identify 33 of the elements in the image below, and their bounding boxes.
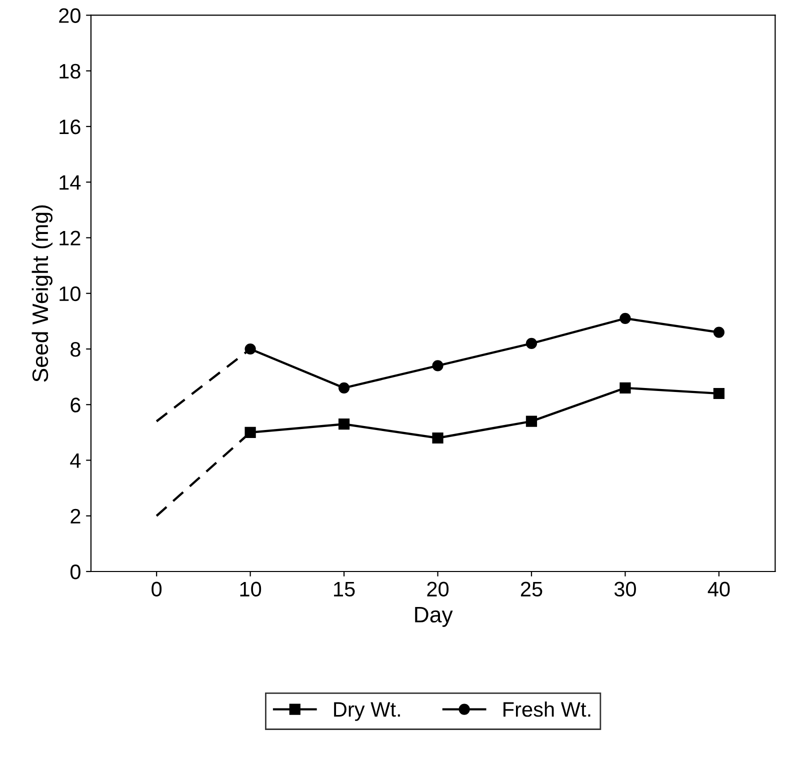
point: [338, 382, 350, 394]
y-tick-label: 18: [60, 64, 80, 79]
point: [244, 426, 256, 438]
x-tick-label: 15: [334, 582, 355, 597]
point: [338, 418, 350, 430]
y-tick-label: 10: [60, 286, 80, 302]
point: [526, 416, 538, 427]
point: [432, 432, 444, 444]
y-tick-label: 4: [70, 453, 81, 468]
legend-label: Fresh Wt.: [504, 702, 590, 717]
point: [620, 382, 631, 394]
y-tick-label: 12: [60, 230, 80, 246]
x-tick-label: 0: [152, 582, 162, 597]
y-axis-title: Seed Weight (mg): [32, 205, 53, 382]
x-tick-label: 40: [708, 582, 730, 597]
y-tick-label: 20: [59, 8, 80, 23]
point: [713, 326, 724, 338]
legend-label: Dry Wt.: [334, 702, 400, 721]
point: [713, 388, 724, 400]
point: [432, 360, 444, 372]
y-tick-label: 14: [60, 175, 81, 190]
point: [526, 338, 538, 349]
x-tick-label: 30: [614, 582, 636, 597]
x-tick-label: 10: [240, 582, 262, 597]
y-tick-label: 6: [70, 398, 80, 412]
y-tick-label: 16: [60, 119, 80, 134]
x-tick-label: 20: [427, 582, 449, 597]
y-tick-label: 0: [70, 564, 80, 580]
x-axis-title: Day: [415, 607, 453, 627]
x-tick-label: 25: [520, 582, 542, 597]
point: [620, 312, 631, 324]
y-tick-label: 2: [70, 508, 80, 524]
y-tick-label: 8: [70, 342, 80, 357]
